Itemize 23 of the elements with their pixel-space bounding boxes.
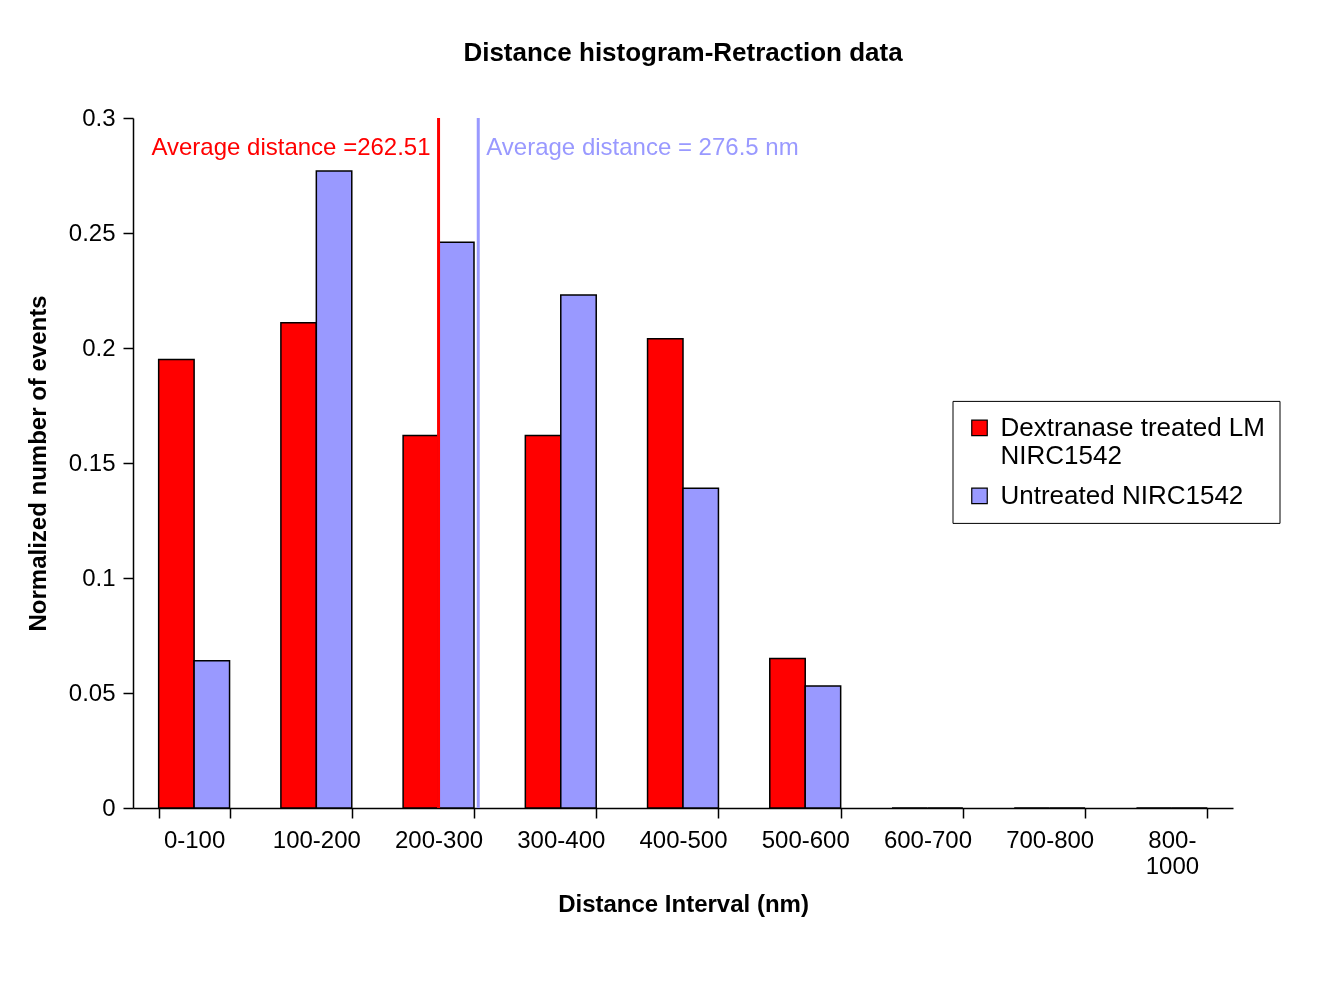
x-tick-label: 0-100 — [163, 825, 226, 853]
y-tick-label: 0.15 — [68, 448, 116, 476]
y-tick-label: 0.2 — [82, 333, 116, 361]
x-tick-label: 800-1000 — [1145, 825, 1200, 879]
x-tick-label: 200-300 — [395, 825, 484, 853]
y-tick-label: 0.25 — [68, 218, 116, 246]
y-tick-label: 0 — [102, 793, 116, 821]
x-tick-label: 700-800 — [1006, 825, 1095, 853]
chart-title: Distance histogram-Retraction data — [463, 37, 904, 67]
x-tick-label: 500-600 — [761, 825, 850, 853]
legend-label: Dextranase treated LM NIRC1542 — [1000, 411, 1265, 470]
ref-line-label: Average distance = 276.5 nm — [486, 133, 799, 160]
y-tick-label: 0.1 — [82, 563, 116, 591]
x-tick-label: 100-200 — [272, 825, 361, 853]
y-axis-title: Normalized number of events — [23, 295, 51, 632]
x-tick-label: 600-700 — [883, 825, 972, 853]
y-tick-label: 0.3 — [82, 103, 116, 131]
ref-line-label: Average distance =262.51 — [151, 133, 431, 160]
y-tick-label: 0.05 — [68, 678, 116, 706]
x-tick-label: 300-400 — [517, 825, 606, 853]
legend-label: Untreated NIRC1542 — [1000, 479, 1244, 510]
x-tick-label: 400-500 — [639, 825, 728, 853]
x-axis-title: Distance Interval (nm) — [558, 889, 809, 917]
